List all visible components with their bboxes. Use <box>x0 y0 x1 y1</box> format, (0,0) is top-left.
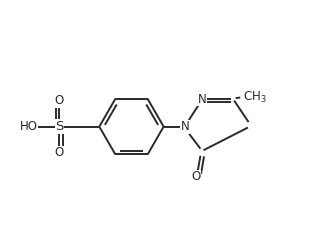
Text: HO: HO <box>20 120 38 133</box>
Text: O: O <box>55 94 64 107</box>
Text: CH$_3$: CH$_3$ <box>243 90 267 105</box>
Text: O: O <box>55 146 64 159</box>
Text: O: O <box>191 170 201 183</box>
Text: N: N <box>197 93 206 106</box>
Text: S: S <box>55 120 64 133</box>
Text: N: N <box>181 120 189 133</box>
